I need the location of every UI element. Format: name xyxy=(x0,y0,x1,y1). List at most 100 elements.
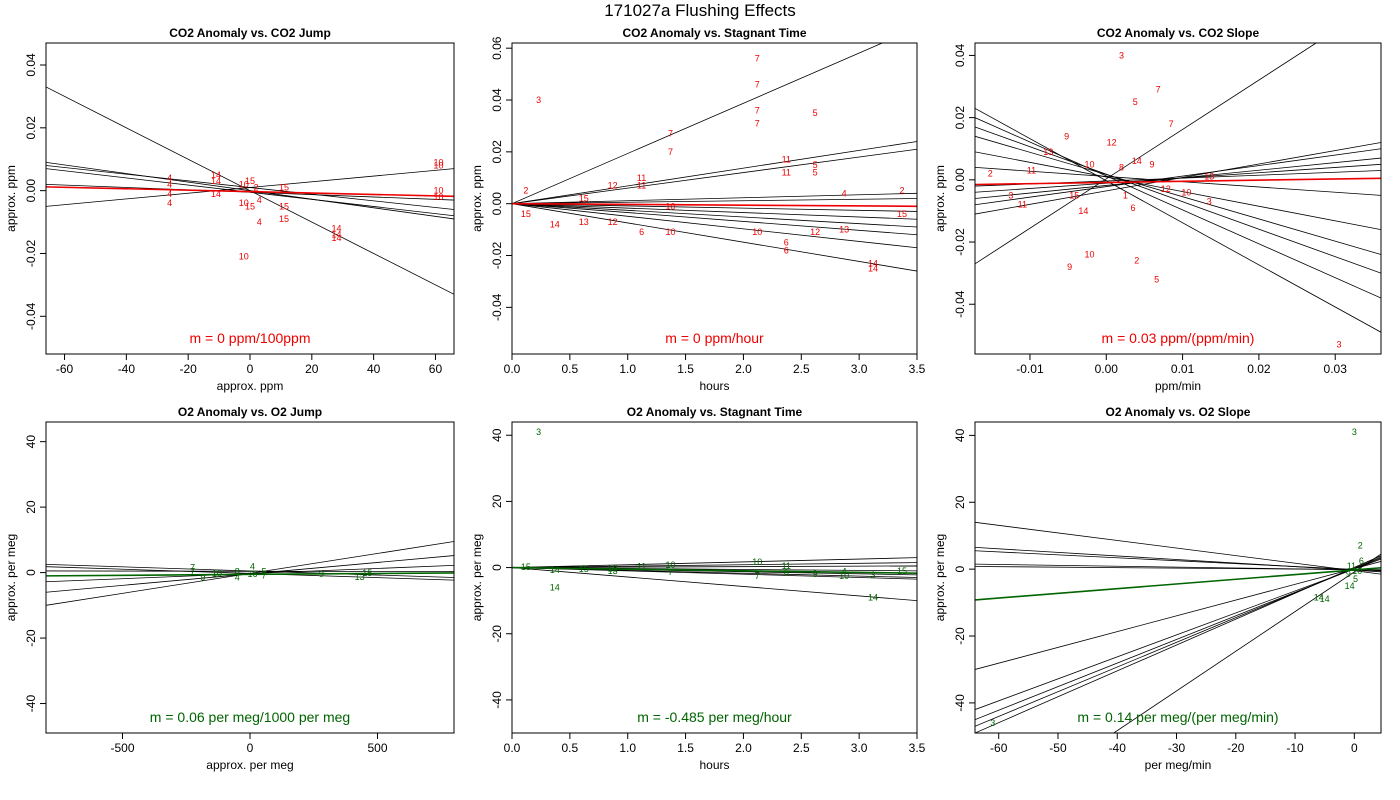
x-tick-label: -10 xyxy=(1286,741,1304,755)
chart-panel: O2 Anomaly vs. O2 Slope3261110951414143-… xyxy=(933,405,1382,772)
data-point-label: 6 xyxy=(784,238,789,248)
data-point-label: 11 xyxy=(782,155,791,165)
x-tick-label: 0 xyxy=(1351,741,1358,755)
data-point-label: 5 xyxy=(1154,274,1159,284)
y-tick-label: -0.02 xyxy=(24,239,38,267)
data-point-label: 4 xyxy=(167,179,172,189)
x-tick-label: -50 xyxy=(1049,741,1067,755)
data-point-label: 7 xyxy=(755,54,760,64)
data-point-label: 6 xyxy=(639,227,644,237)
data-point-label: 13 xyxy=(1043,147,1053,157)
slope-annotation: m = 0.03 ppm/(ppm/min) xyxy=(1102,330,1255,346)
plot-frame xyxy=(511,42,918,355)
data-point-label: 15 xyxy=(897,566,907,576)
figure-title: 171027a Flushing Effects xyxy=(604,1,796,20)
data-point-label: 2 xyxy=(988,169,993,179)
y-tick-label: 0 xyxy=(490,564,504,571)
slope-annotation: m = 0 ppm/100ppm xyxy=(189,330,310,346)
data-point-label: 14 xyxy=(868,263,878,273)
panel-title: CO2 Anomaly vs. CO2 Slope xyxy=(1097,26,1260,40)
data-point-label: 3 xyxy=(536,95,541,105)
data-point-label: 10 xyxy=(434,192,444,202)
regression-line xyxy=(975,117,1381,299)
data-point-label: 11 xyxy=(637,173,646,183)
data-point-label: 11 xyxy=(1347,561,1356,571)
data-point-label: 7 xyxy=(755,118,760,128)
y-tick-label: 40 xyxy=(490,428,504,442)
slope-annotation: m = 0.06 per meg/1000 per meg xyxy=(150,709,350,725)
y-tick-label: 0 xyxy=(24,569,38,576)
data-point-label: 14 xyxy=(332,230,342,240)
data-point-label: 10 xyxy=(239,179,249,189)
x-tick-label: 2.5 xyxy=(793,362,810,376)
regression-line xyxy=(512,562,917,568)
data-point-label: 7 xyxy=(190,566,195,576)
regression-line xyxy=(46,161,454,220)
regression-line xyxy=(975,126,1381,274)
data-point-label: 2 xyxy=(1134,256,1139,266)
data-point-label: 13 xyxy=(1204,172,1214,182)
regression-line xyxy=(512,198,917,205)
y-axis-label: approx. per meg xyxy=(4,534,18,621)
regression-line xyxy=(975,151,1381,230)
y-tick-label: -40 xyxy=(24,695,38,713)
data-point-label: 14 xyxy=(211,170,221,180)
data-point-label: 11 xyxy=(637,562,646,572)
plot-frame xyxy=(511,421,918,734)
data-point-label: 14 xyxy=(211,189,221,199)
y-tick-label: -0.04 xyxy=(953,290,967,318)
regression-line xyxy=(512,148,917,205)
data-point-label: 9 xyxy=(200,573,205,583)
data-point-label: 15 xyxy=(579,194,589,204)
data-point-label: 4 xyxy=(842,567,847,577)
y-tick-label: -40 xyxy=(490,691,504,709)
x-tick-label: 0.02 xyxy=(1247,362,1271,376)
x-tick-label: -0.01 xyxy=(1016,362,1044,376)
data-point-label: 10 xyxy=(239,252,249,262)
x-tick-label: 40 xyxy=(367,362,381,376)
data-point-label: 9 xyxy=(813,569,818,579)
regression-line xyxy=(975,43,1317,265)
x-tick-label: 0.03 xyxy=(1324,362,1348,376)
data-point-label: 11 xyxy=(637,181,646,191)
data-point-label: 3 xyxy=(1008,190,1013,200)
data-point-label: 5 xyxy=(813,160,818,170)
data-point-label: 3 xyxy=(871,570,876,580)
data-point-label: 5 xyxy=(262,566,267,576)
plot-area: 3215141513121211116771010777710111166555… xyxy=(512,43,917,273)
regression-line xyxy=(512,203,917,212)
plot-area: 3 7 5 7 9 12 13 2 11 11 3 15 14 10 8 14 9 16 12 10 13 3 10 9 2 5 3 xyxy=(975,43,1381,350)
x-tick-label: 2.0 xyxy=(735,362,752,376)
y-tick-label: 0.02 xyxy=(953,106,967,130)
data-point-label: 14 xyxy=(550,565,560,575)
slope-annotation: m = 0 ppm/hour xyxy=(665,330,764,346)
slope-annotation: m = 0.14 per meg/(per meg/min) xyxy=(1077,709,1278,725)
panel-title: CO2 Anomaly vs. Stagnant Time xyxy=(622,26,806,40)
data-point-label: 8 xyxy=(1119,162,1124,172)
y-tick-label: 0.02 xyxy=(24,116,38,140)
x-tick-label: 0.5 xyxy=(562,741,579,755)
regression-line xyxy=(46,168,454,207)
x-axis-label: approx. ppm xyxy=(217,379,284,393)
regression-line xyxy=(975,135,1381,255)
y-tick-label: 0.00 xyxy=(953,168,967,192)
regression-line xyxy=(512,567,917,580)
data-point-label: 2 xyxy=(899,186,904,196)
regression-line xyxy=(512,567,917,602)
regression-line xyxy=(975,107,1381,333)
data-point-label: 14 xyxy=(1345,581,1355,591)
y-axis-label: approx. per meg xyxy=(933,534,947,621)
regression-line xyxy=(975,566,1381,571)
y-tick-label: -20 xyxy=(490,625,504,643)
regression-line xyxy=(975,148,1381,206)
x-tick-label: -30 xyxy=(1168,741,1186,755)
data-point-label: 1 xyxy=(1123,190,1128,200)
overall-fit-line xyxy=(512,202,917,208)
x-tick-label: 0.01 xyxy=(1171,362,1195,376)
x-tick-label: -20 xyxy=(1227,741,1245,755)
data-point-label: 15 xyxy=(279,201,289,211)
data-point-label: 15 xyxy=(362,568,372,578)
data-point-label: 2 xyxy=(1358,541,1363,551)
